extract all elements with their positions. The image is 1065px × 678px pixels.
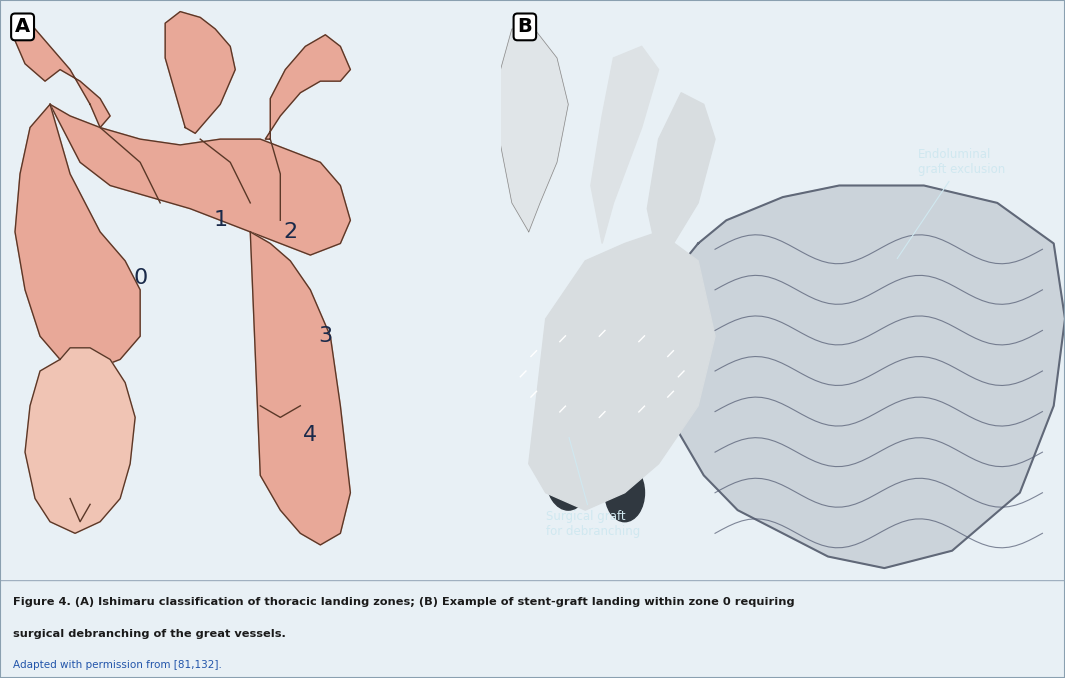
Text: Figure 4. (A) Ishimaru classification of thoracic landing zones; (B) Example of : Figure 4. (A) Ishimaru classification of… [13,597,794,607]
Text: B: B [518,18,532,37]
Polygon shape [250,232,350,545]
Text: 2: 2 [283,222,297,242]
Text: 4: 4 [304,425,317,445]
Polygon shape [26,348,135,534]
Polygon shape [15,23,110,127]
Polygon shape [15,104,141,371]
Polygon shape [528,232,715,510]
Polygon shape [501,29,569,232]
Polygon shape [265,35,350,139]
Polygon shape [165,12,235,134]
Text: 0: 0 [133,268,147,288]
Text: A: A [15,18,30,37]
Text: surgical debranching of the great vessels.: surgical debranching of the great vessel… [13,629,285,639]
Ellipse shape [605,464,644,522]
Ellipse shape [545,441,591,510]
Text: Endoluminal
graft exclusion: Endoluminal graft exclusion [897,148,1005,258]
Text: 3: 3 [318,326,332,346]
Polygon shape [658,186,1065,568]
Text: 1: 1 [213,210,227,231]
Text: Surgical graft
for debranching: Surgical graft for debranching [545,437,640,538]
Text: Adapted with permission from [81,132].: Adapted with permission from [81,132]. [13,660,222,671]
Polygon shape [591,46,658,243]
Polygon shape [648,93,715,261]
Polygon shape [50,104,350,255]
